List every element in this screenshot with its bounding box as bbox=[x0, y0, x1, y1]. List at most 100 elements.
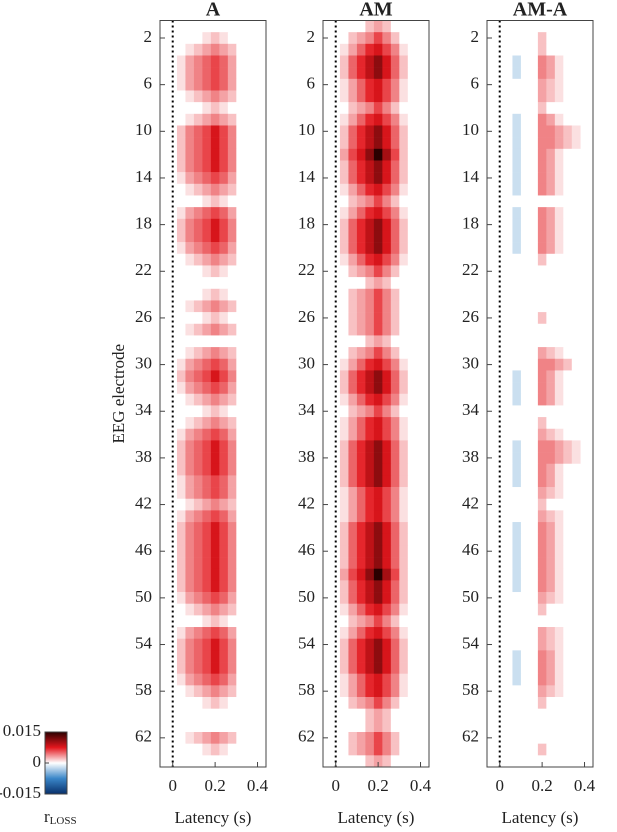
heatmap-cell bbox=[202, 580, 212, 593]
heatmap-cell bbox=[356, 475, 366, 488]
heatmap-cell bbox=[210, 440, 220, 453]
heatmap-cell bbox=[348, 498, 358, 511]
heatmap-cell bbox=[348, 102, 358, 115]
heatmap-cell bbox=[537, 557, 547, 570]
heatmap-cell bbox=[563, 522, 573, 535]
heatmap-cell bbox=[348, 67, 358, 80]
heatmap-cell bbox=[529, 277, 539, 290]
heatmap-cell bbox=[356, 533, 366, 546]
heatmap-cell bbox=[236, 393, 246, 406]
heatmap-cell bbox=[176, 522, 186, 535]
heatmap-cell bbox=[244, 183, 254, 196]
heatmap-cell bbox=[373, 662, 383, 674]
heatmap-cell bbox=[202, 440, 212, 453]
heatmap-cell bbox=[219, 662, 229, 674]
heatmap-cell bbox=[193, 172, 203, 185]
heatmap-cell bbox=[390, 358, 400, 371]
heatmap-cell bbox=[244, 358, 254, 371]
heatmap-cell bbox=[520, 43, 530, 56]
colorbar-label: rLOSS bbox=[44, 807, 77, 827]
heatmap-cell bbox=[563, 533, 573, 546]
heatmap-cell bbox=[407, 755, 417, 768]
heatmap-cell bbox=[563, 463, 573, 476]
heatmap-cell bbox=[563, 265, 573, 278]
heatmap-cell bbox=[571, 708, 581, 721]
heatmap-cell bbox=[185, 662, 195, 674]
heatmap-cell bbox=[407, 43, 417, 56]
heatmap-cell bbox=[210, 743, 220, 756]
heatmap-cell bbox=[382, 137, 392, 150]
heatmap-cell bbox=[202, 568, 212, 581]
heatmap-cell bbox=[339, 743, 349, 756]
heatmap-cell bbox=[399, 533, 409, 546]
heatmap-cell bbox=[373, 697, 383, 709]
heatmap-cell bbox=[390, 592, 400, 605]
heatmap-cell bbox=[571, 673, 581, 686]
heatmap-cell bbox=[537, 113, 547, 126]
heatmap-cell bbox=[546, 557, 556, 570]
y-tick-label: 2 bbox=[307, 27, 316, 46]
heatmap-cell bbox=[503, 743, 513, 756]
heatmap-cell bbox=[373, 580, 383, 593]
x-tick-label: 0 bbox=[495, 776, 504, 795]
heatmap-cell bbox=[210, 475, 220, 488]
heatmap-cell bbox=[236, 125, 246, 138]
heatmap-cell bbox=[407, 265, 417, 278]
heatmap-cell bbox=[339, 440, 349, 453]
heatmap-cell bbox=[503, 207, 513, 220]
heatmap-cell bbox=[244, 253, 254, 266]
heatmap-cell bbox=[356, 545, 366, 558]
heatmap-cell bbox=[554, 557, 564, 570]
heatmap-cell bbox=[365, 102, 375, 115]
heatmap-cell bbox=[529, 335, 539, 348]
heatmap-cell bbox=[373, 288, 383, 301]
heatmap-cell bbox=[210, 55, 220, 68]
heatmap-cell bbox=[219, 487, 229, 500]
heatmap-cell bbox=[227, 160, 237, 173]
heatmap-cell bbox=[339, 183, 349, 196]
heatmap-cell bbox=[365, 428, 375, 441]
heatmap-cell bbox=[176, 20, 186, 33]
heatmap-cell bbox=[520, 615, 530, 628]
heatmap-cell bbox=[520, 125, 530, 138]
heatmap-cell bbox=[529, 417, 539, 430]
heatmap-cell bbox=[365, 20, 375, 33]
heatmap-cell bbox=[365, 335, 375, 348]
heatmap-cell bbox=[571, 312, 581, 325]
heatmap-cell bbox=[339, 428, 349, 441]
heatmap-cell bbox=[202, 312, 212, 325]
heatmap-cell bbox=[373, 743, 383, 756]
heatmap-cell bbox=[185, 113, 195, 126]
heatmap-cell bbox=[407, 533, 417, 546]
heatmap-cell bbox=[563, 253, 573, 266]
heatmap-cell bbox=[236, 347, 246, 360]
heatmap-cell bbox=[202, 160, 212, 173]
heatmap-cell bbox=[202, 650, 212, 663]
heatmap-cell bbox=[339, 67, 349, 80]
heatmap-cell bbox=[546, 662, 556, 674]
heatmap-cell bbox=[529, 358, 539, 371]
heatmap-cell bbox=[339, 242, 349, 255]
heatmap-cell bbox=[546, 603, 556, 616]
heatmap-cell bbox=[193, 382, 203, 395]
heatmap-cell bbox=[571, 533, 581, 546]
heatmap-cell bbox=[503, 323, 513, 336]
heatmap-cell bbox=[399, 347, 409, 360]
heatmap-cell bbox=[227, 662, 237, 674]
heatmap-cell bbox=[529, 265, 539, 278]
heatmap-cell bbox=[503, 312, 513, 325]
heatmap-cell bbox=[236, 20, 246, 33]
heatmap-cell bbox=[407, 580, 417, 593]
heatmap-cell bbox=[348, 265, 358, 278]
heatmap-cell bbox=[390, 417, 400, 430]
heatmap-cell bbox=[512, 43, 522, 56]
heatmap-cell bbox=[520, 253, 530, 266]
heatmap-cell bbox=[210, 265, 220, 278]
y-tick-label: 50 bbox=[298, 587, 315, 606]
heatmap-cell bbox=[193, 743, 203, 756]
heatmap-cell bbox=[365, 592, 375, 605]
heatmap-cell bbox=[503, 125, 513, 138]
y-tick-label: 58 bbox=[135, 680, 152, 699]
heatmap-cell bbox=[210, 242, 220, 255]
heatmap-cell bbox=[512, 265, 522, 278]
